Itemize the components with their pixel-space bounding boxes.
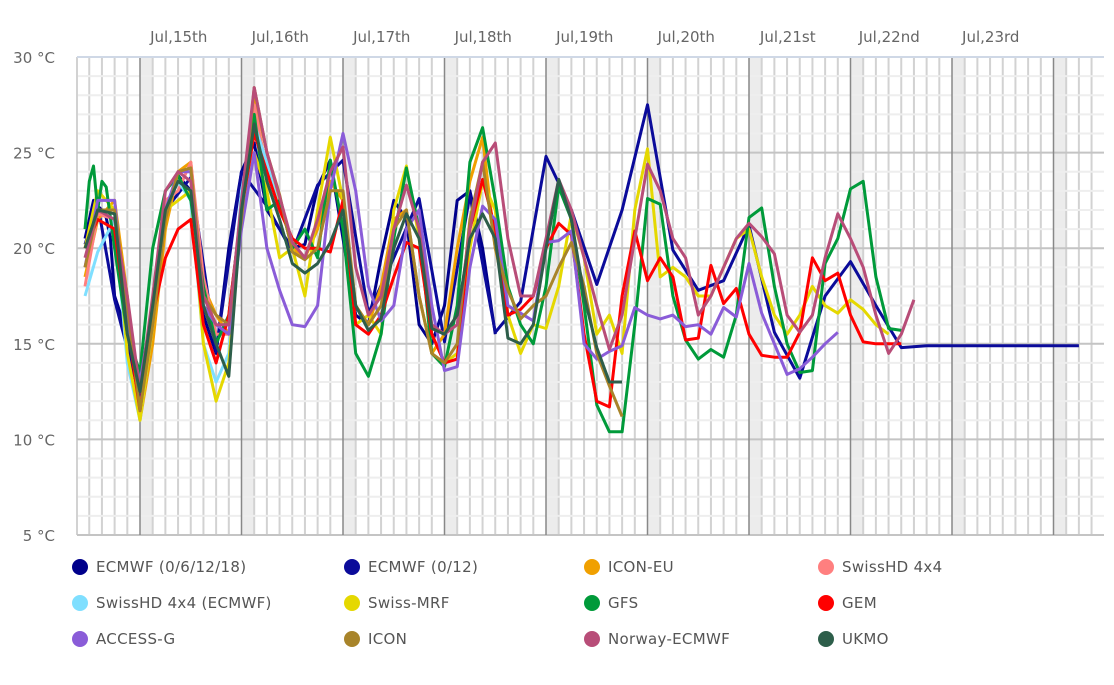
legend-item[interactable]: SwissHD 4x4 — [818, 558, 942, 576]
y-axis-ticks: 5 °C 10 °C 15 °C 20 °C 25 °C 30 °C — [13, 49, 55, 545]
series-lines — [83, 86, 1079, 434]
night-band — [647, 57, 660, 535]
legend-label: SwissHD 4x4 (ECMWF) — [96, 594, 272, 612]
legend-item[interactable]: SwissHD 4x4 (ECMWF) — [72, 594, 272, 612]
x-tick-label: Jul,19th — [555, 28, 613, 46]
night-band — [952, 57, 964, 535]
legend-label: GEM — [842, 594, 877, 612]
legend-color-dot-icon — [584, 595, 600, 611]
x-tick-label: Jul,15th — [149, 28, 207, 46]
legend-item[interactable]: GEM — [818, 594, 877, 612]
legend-color-dot-icon — [584, 631, 600, 647]
night-band — [850, 57, 863, 535]
legend-color-dot-icon — [72, 595, 88, 611]
legend-item[interactable]: Swiss-MRF — [344, 594, 450, 612]
legend-item[interactable]: ECMWF (0/12) — [344, 558, 478, 576]
y-tick-label: 10 °C — [13, 431, 55, 449]
legend-color-dot-icon — [818, 595, 834, 611]
x-tick-label: Jul,21st — [759, 28, 816, 46]
legend-color-dot-icon — [344, 559, 360, 575]
temperature-chart: 5 °C10 °C15 °C20 °C25 °C30 °C Jul,15th Ju… — [13, 28, 1104, 545]
x-tick-label: Jul,20th — [657, 28, 715, 46]
series-line-norway-ecmwf — [83, 86, 916, 394]
y-tick-label: 20 °C — [13, 240, 55, 258]
x-tick-label: Jul,22nd — [858, 28, 920, 46]
x-tick-label: Jul,23rd — [961, 28, 1019, 46]
y-tick-label: 15 °C — [13, 336, 55, 354]
night-band — [749, 57, 761, 535]
legend-label: UKMO — [842, 630, 889, 648]
night-band — [140, 57, 152, 535]
y-tick-label: 30 °C — [13, 49, 55, 67]
x-axis-ticks: Jul,15th Jul,16th Jul,17th Jul,18th Jul,19th… — [149, 28, 1019, 46]
night-band — [1053, 57, 1066, 535]
y-tick-label: 5 °C — [23, 527, 55, 545]
legend-label: ACCESS-G — [96, 630, 176, 648]
legend-label: GFS — [608, 594, 639, 612]
legend-label: Swiss-MRF — [368, 594, 450, 612]
legend-color-dot-icon — [818, 631, 834, 647]
legend-label: ICON — [368, 630, 408, 648]
series-line-ukmo — [83, 122, 623, 394]
legend-label: Norway-ECMWF — [608, 630, 731, 648]
legend-item[interactable]: Norway-ECMWF — [584, 630, 730, 648]
series-line-ecmwf-0-6-12-18 — [83, 141, 497, 403]
legend-item[interactable]: ICON-EU — [584, 558, 674, 576]
legend-color-dot-icon — [344, 631, 360, 647]
legend-color-dot-icon — [818, 559, 834, 575]
x-tick-label: Jul,16th — [251, 28, 309, 46]
legend-color-dot-icon — [72, 631, 88, 647]
legend-color-dot-icon — [584, 559, 600, 575]
legend-color-dot-icon — [344, 595, 360, 611]
y-tick-label: 25 °C — [13, 145, 55, 163]
legend-label: ICON-EU — [608, 558, 674, 576]
x-tick-label: Jul,18th — [454, 28, 512, 46]
legend-color-dot-icon — [72, 559, 88, 575]
x-tick-label: Jul,17th — [352, 28, 410, 46]
legend-item[interactable]: ICON — [344, 630, 407, 648]
legend-label: ECMWF (0/12) — [368, 558, 479, 576]
legend-label: SwissHD 4x4 — [842, 558, 943, 576]
legend-item[interactable]: GFS — [584, 594, 638, 612]
legend-item[interactable]: ACCESS-G — [72, 630, 175, 648]
legend-item[interactable]: UKMO — [818, 630, 889, 648]
legend-label: ECMWF (0/6/12/18) — [96, 558, 247, 576]
legend-item[interactable]: ECMWF (0/6/12/18) — [72, 558, 246, 576]
